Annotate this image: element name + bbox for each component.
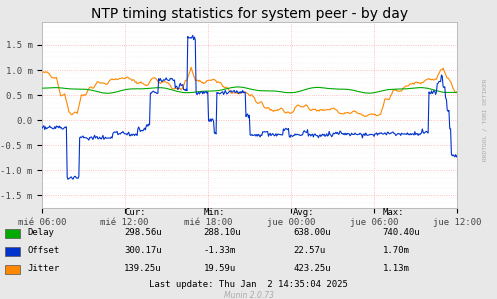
Text: Offset: Offset (27, 246, 60, 255)
Text: Avg:: Avg: (293, 208, 315, 217)
Text: 1.13m: 1.13m (383, 264, 410, 273)
Text: 22.57u: 22.57u (293, 246, 326, 255)
Text: 1.70m: 1.70m (383, 246, 410, 255)
Text: Last update: Thu Jan  2 14:35:04 2025: Last update: Thu Jan 2 14:35:04 2025 (149, 280, 348, 289)
Text: Cur:: Cur: (124, 208, 146, 217)
Text: 638.00u: 638.00u (293, 228, 331, 237)
Text: Jitter: Jitter (27, 264, 60, 273)
Text: 19.59u: 19.59u (204, 264, 236, 273)
Text: 288.10u: 288.10u (204, 228, 242, 237)
Text: Delay: Delay (27, 228, 54, 237)
Text: 139.25u: 139.25u (124, 264, 162, 273)
Text: 298.56u: 298.56u (124, 228, 162, 237)
Text: Munin 2.0.73: Munin 2.0.73 (224, 291, 273, 299)
Text: Min:: Min: (204, 208, 225, 217)
Text: RRDTOOL / TOBI OETIKER: RRDTOOL / TOBI OETIKER (482, 78, 487, 161)
Text: -1.33m: -1.33m (204, 246, 236, 255)
Title: NTP timing statistics for system peer - by day: NTP timing statistics for system peer - … (91, 7, 409, 21)
Text: 740.40u: 740.40u (383, 228, 420, 237)
Text: Max:: Max: (383, 208, 404, 217)
Text: 300.17u: 300.17u (124, 246, 162, 255)
Text: 423.25u: 423.25u (293, 264, 331, 273)
